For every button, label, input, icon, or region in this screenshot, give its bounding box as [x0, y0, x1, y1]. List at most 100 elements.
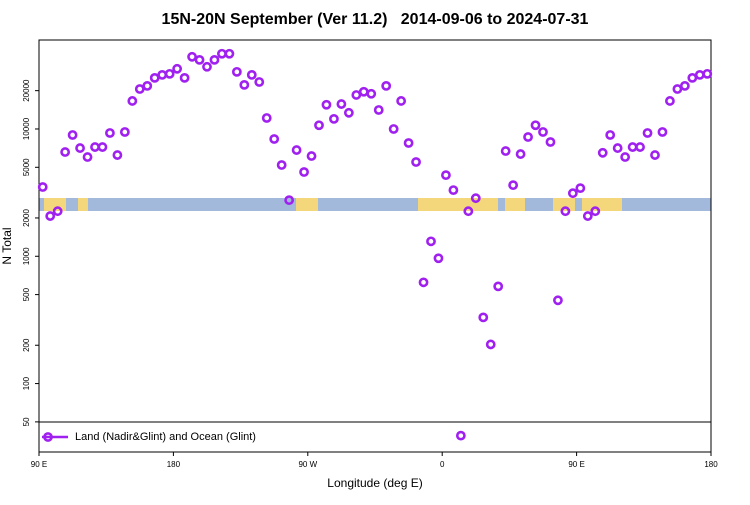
data-point [455, 430, 466, 441]
data-point [299, 167, 309, 177]
y-tick-label: 50 [22, 417, 31, 426]
data-point [612, 143, 623, 153]
data-point [351, 90, 362, 100]
data-point [388, 124, 399, 134]
data-point [553, 295, 563, 306]
y-axis-label: N Total [0, 227, 14, 264]
data-point [665, 96, 675, 106]
data-point [642, 128, 653, 138]
y-tick-label: 1000 [22, 247, 31, 265]
data-point [493, 281, 504, 292]
data-point [329, 113, 339, 124]
data-point [426, 236, 436, 247]
x-tick-label: 90 E [31, 460, 47, 469]
data-point [239, 79, 250, 90]
x-tick-label: 180 [167, 460, 181, 469]
x-tick-label: 90 E [568, 460, 584, 469]
data-point [202, 61, 212, 72]
data-point [463, 206, 474, 217]
data-point [366, 88, 377, 99]
data-point [373, 105, 384, 115]
data-point [224, 48, 235, 59]
data-point [291, 145, 302, 155]
data-point [545, 137, 556, 147]
data-point [105, 128, 115, 138]
x-tick-label: 90 W [298, 460, 317, 469]
data-point [597, 147, 608, 158]
data-point [75, 143, 85, 153]
plot-frame [38, 39, 712, 453]
data-point [470, 193, 481, 204]
data-point [52, 206, 63, 217]
land-patch [553, 198, 575, 211]
data-point [575, 183, 586, 194]
data-point [679, 80, 690, 91]
data-point [269, 134, 280, 144]
data-point [187, 51, 197, 62]
data-point [620, 152, 631, 162]
y-tick-label: 10000 [22, 117, 31, 140]
map-strip [39, 198, 711, 211]
data-point [82, 152, 93, 162]
data-point [261, 113, 272, 123]
data-point [441, 170, 451, 181]
data-point [500, 146, 511, 156]
data-point [276, 160, 287, 170]
land-patch [418, 198, 498, 211]
ocean-band [39, 198, 711, 211]
data-point [97, 142, 108, 152]
data-point [478, 312, 489, 323]
chart-title: 15N-20N September (Ver 11.2) 2014-09-06 … [162, 11, 589, 28]
data-point [702, 68, 713, 79]
data-point [560, 206, 571, 217]
data-point [194, 54, 205, 65]
data-point [112, 150, 123, 160]
data-point [314, 120, 324, 131]
data-point [336, 99, 347, 109]
y-tick-label: 2000 [22, 209, 31, 227]
data-point [134, 84, 145, 94]
data-point [508, 180, 519, 191]
data-point [209, 54, 220, 65]
data-point [605, 130, 616, 140]
data-point [538, 127, 548, 137]
legend-label: Land (Nadir&Glint) and Ocean (Glint) [75, 431, 256, 443]
data-point [433, 253, 444, 264]
data-point [635, 142, 645, 152]
data-point [582, 211, 593, 221]
land-patch [505, 198, 525, 211]
data-point [411, 157, 421, 167]
x-tick-label: 180 [704, 460, 718, 469]
data-point [45, 211, 56, 221]
data-point [164, 68, 175, 79]
y-tick-label: 5000 [22, 158, 31, 176]
data-point [672, 84, 683, 94]
legend-marker [43, 432, 53, 442]
data-point [523, 132, 533, 142]
data-point [246, 69, 257, 80]
data-point [172, 63, 183, 74]
data-point [321, 99, 332, 110]
x-tick-label: 0 [440, 460, 445, 469]
data-point [343, 107, 354, 118]
y-tick-label: 20000 [22, 79, 31, 102]
data-point [650, 150, 660, 160]
data-point [485, 339, 496, 350]
data-point [60, 147, 71, 157]
y-tick-label: 100 [22, 376, 31, 390]
data-point [515, 149, 526, 159]
y-tick-label: 200 [22, 338, 31, 352]
data-point [657, 127, 668, 137]
data-point [306, 151, 317, 161]
data-point [396, 96, 407, 106]
data-point [119, 127, 130, 137]
data-point [231, 66, 242, 77]
data-point [448, 185, 459, 195]
land-patch [78, 198, 88, 211]
data-point [403, 138, 414, 148]
data-point [590, 206, 601, 217]
data-point [127, 96, 138, 106]
data-point [284, 195, 295, 206]
